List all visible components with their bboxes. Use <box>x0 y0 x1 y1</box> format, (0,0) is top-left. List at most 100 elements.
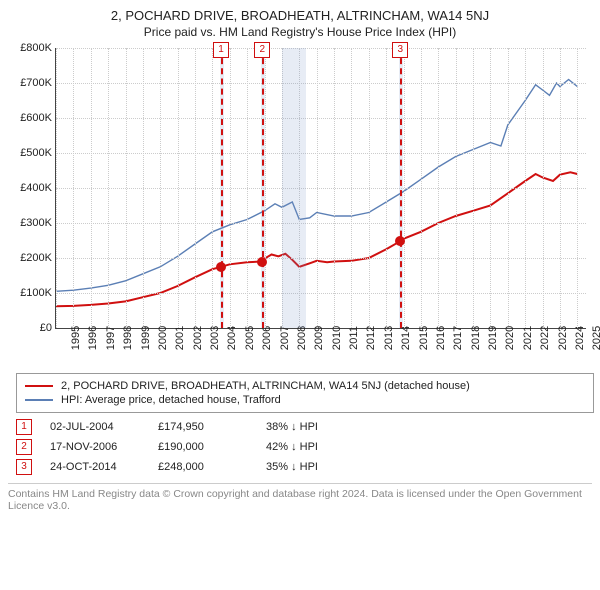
sale-vline <box>400 48 402 328</box>
legend-row: 2, POCHARD DRIVE, BROADHEATH, ALTRINCHAM… <box>25 380 585 392</box>
x-tick-label: 1999 <box>126 316 142 340</box>
x-tick-label: 2003 <box>195 316 211 340</box>
grid-v <box>404 48 405 328</box>
x-tick-label: 2007 <box>265 316 281 340</box>
marker-row-date: 02-JUL-2004 <box>50 421 140 433</box>
y-tick-label: £0 <box>40 322 56 334</box>
sale-dot <box>395 236 405 246</box>
grid-v <box>490 48 491 328</box>
grid-v <box>160 48 161 328</box>
x-tick-label: 2023 <box>543 316 559 340</box>
marker-row-date: 24-OCT-2014 <box>50 461 140 473</box>
y-tick-label: £200K <box>20 252 56 264</box>
marker-row-date: 17-NOV-2006 <box>50 441 140 453</box>
grid-v <box>230 48 231 328</box>
x-tick-label: 2020 <box>490 316 506 340</box>
grid-h <box>56 83 586 84</box>
legend-label: 2, POCHARD DRIVE, BROADHEATH, ALTRINCHAM… <box>61 380 470 392</box>
sale-marker-box: 3 <box>392 42 408 58</box>
marker-row-num: 2 <box>16 439 32 455</box>
x-tick-label: 2024 <box>560 316 576 340</box>
marker-row-num: 1 <box>16 419 32 435</box>
chart-title: 2, POCHARD DRIVE, BROADHEATH, ALTRINCHAM… <box>8 8 592 23</box>
grid-v <box>525 48 526 328</box>
grid-h <box>56 258 586 259</box>
plot-area: £0£100K£200K£300K£400K£500K£600K£700K£80… <box>55 48 586 329</box>
sale-marker-box: 2 <box>254 42 270 58</box>
x-tick-label: 1997 <box>91 316 107 340</box>
x-tick-label: 2016 <box>421 316 437 340</box>
y-tick-label: £300K <box>20 217 56 229</box>
marker-row-delta: 35% ↓ HPI <box>266 461 356 473</box>
marker-row-price: £190,000 <box>158 441 248 453</box>
grid-v <box>456 48 457 328</box>
grid-v <box>195 48 196 328</box>
marker-row: 2 17-NOV-2006 £190,000 42% ↓ HPI <box>16 439 592 455</box>
marker-row-delta: 38% ↓ HPI <box>266 421 356 433</box>
x-tick-label: 2018 <box>456 316 472 340</box>
grid-v <box>421 48 422 328</box>
legend-box: 2, POCHARD DRIVE, BROADHEATH, ALTRINCHAM… <box>16 373 594 413</box>
x-tick-label: 1996 <box>73 316 89 340</box>
marker-row-price: £174,950 <box>158 421 248 433</box>
grid-v <box>317 48 318 328</box>
x-tick-label: 1998 <box>108 316 124 340</box>
y-tick-label: £800K <box>20 42 56 54</box>
recession-band <box>282 48 306 328</box>
grid-v <box>351 48 352 328</box>
legend-label: HPI: Average price, detached house, Traf… <box>61 394 281 406</box>
grid-h <box>56 118 586 119</box>
y-tick-label: £700K <box>20 77 56 89</box>
grid-v <box>91 48 92 328</box>
grid-v <box>369 48 370 328</box>
marker-row-price: £248,000 <box>158 461 248 473</box>
grid-v <box>577 48 578 328</box>
x-tick-label: 2001 <box>160 316 176 340</box>
grid-v <box>178 48 179 328</box>
x-tick-label: 2012 <box>351 316 367 340</box>
grid-h <box>56 293 586 294</box>
x-tick-label: 2015 <box>404 316 420 340</box>
x-tick-label: 1995 <box>56 316 72 340</box>
grid-v <box>438 48 439 328</box>
legend-row: HPI: Average price, detached house, Traf… <box>25 394 585 406</box>
x-tick-label: 2017 <box>438 316 454 340</box>
y-tick-label: £400K <box>20 182 56 194</box>
grid-v <box>334 48 335 328</box>
x-tick-label: 2013 <box>369 316 385 340</box>
grid-v <box>508 48 509 328</box>
sale-vline <box>221 48 223 328</box>
grid-v <box>143 48 144 328</box>
x-tick-label: 2011 <box>334 316 350 340</box>
sale-marker-box: 1 <box>213 42 229 58</box>
grid-v <box>247 48 248 328</box>
y-tick-label: £100K <box>20 287 56 299</box>
x-tick-label: 2000 <box>143 316 159 340</box>
marker-row-delta: 42% ↓ HPI <box>266 441 356 453</box>
grid-v <box>108 48 109 328</box>
x-tick-label: 2019 <box>473 316 489 340</box>
x-tick-label: 2021 <box>508 316 524 340</box>
grid-v <box>56 48 57 328</box>
grid-v <box>126 48 127 328</box>
marker-row-num: 3 <box>16 459 32 475</box>
sale-dot <box>257 257 267 267</box>
grid-h <box>56 188 586 189</box>
grid-v <box>212 48 213 328</box>
grid-v <box>73 48 74 328</box>
legend-swatch <box>25 385 53 387</box>
y-tick-label: £600K <box>20 112 56 124</box>
footer-attribution: Contains HM Land Registry data © Crown c… <box>8 483 592 512</box>
x-tick-label: 2010 <box>317 316 333 340</box>
grid-v <box>473 48 474 328</box>
y-tick-label: £500K <box>20 147 56 159</box>
sale-vline <box>262 48 264 328</box>
chart-area: £0£100K£200K£300K£400K£500K£600K£700K£80… <box>8 47 594 369</box>
sale-dot <box>216 262 226 272</box>
marker-row: 3 24-OCT-2014 £248,000 35% ↓ HPI <box>16 459 592 475</box>
x-tick-label: 2022 <box>525 316 541 340</box>
legend-swatch <box>25 399 53 401</box>
chart-subtitle: Price paid vs. HM Land Registry's House … <box>8 25 592 39</box>
grid-v <box>543 48 544 328</box>
grid-h <box>56 223 586 224</box>
